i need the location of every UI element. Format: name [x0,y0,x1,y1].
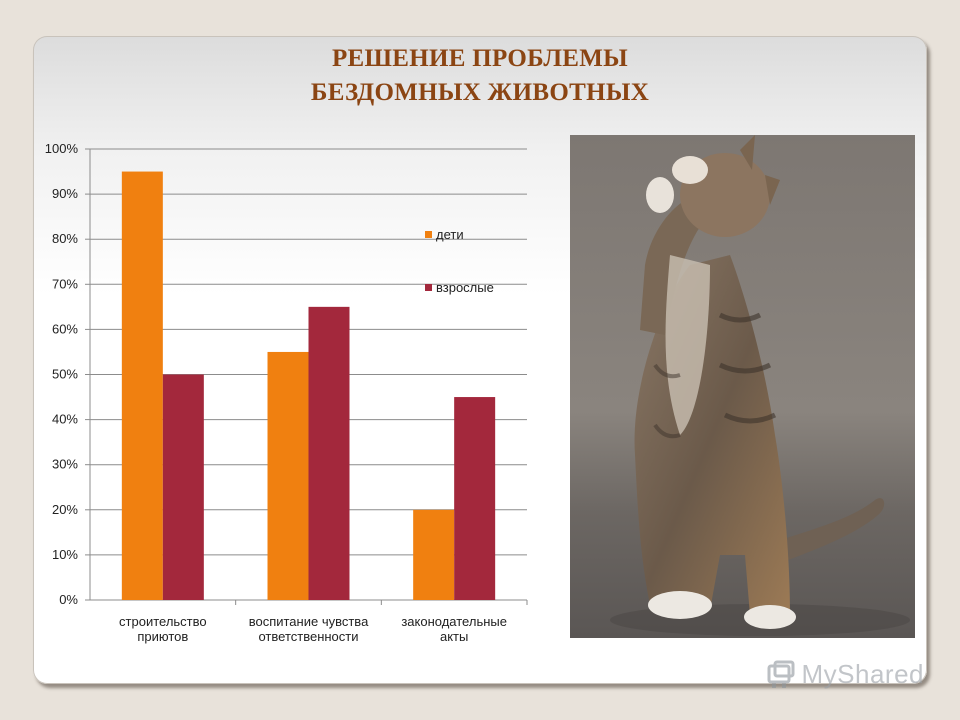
y-tick-label: 50% [52,367,78,382]
y-tick-label: 10% [52,547,78,562]
bar-взрослые-2 [454,397,496,600]
x-tick-label: ответственности [258,629,358,644]
x-tick-label: акты [440,629,468,644]
bar-взрослые-1 [308,306,350,600]
y-tick-label: 60% [52,321,78,336]
y-tick-label: 70% [52,276,78,291]
y-tick-label: 0% [59,592,78,607]
x-tick-label: законодательные [401,614,507,629]
legend-swatch [425,231,432,238]
y-tick-label: 100% [45,141,79,156]
y-tick-label: 20% [52,502,78,517]
y-tick-label: 80% [52,231,78,246]
cat-photo [570,135,915,638]
title-line-2: БЕЗДОМНЫХ ЖИВОТНЫХ [310,79,650,106]
y-tick-label: 30% [52,457,78,472]
bar-взрослые-0 [162,374,204,600]
slide-title: РЕШЕНИЕ ПРОБЛЕМЫ БЕЗДОМНЫХ ЖИВОТНЫХ [0,42,960,110]
legend-label: дети [436,227,464,242]
bar-дети-1 [267,351,309,600]
title-line-1: РЕШЕНИЕ ПРОБЛЕМЫ [331,45,629,72]
bar-дети-2 [413,509,455,600]
watermark-logo-icon [767,660,794,688]
x-tick-label: приютов [137,629,188,644]
bar-chart: 0% 10% 20% 30% 40% 50% 60% 70% 80% 90% 100% строите… [45,141,528,644]
watermark-text: MyShared [801,659,924,689]
y-tick-label: 90% [52,186,78,201]
x-tick-label: воспитание чувства [249,614,369,629]
bar-дети-0 [121,171,163,601]
x-tick-label: строительство [119,614,207,629]
legend-swatch [425,284,432,291]
y-tick-label: 40% [52,412,78,427]
watermark: MyShared [766,659,925,690]
legend-label: взрослые [436,280,494,295]
